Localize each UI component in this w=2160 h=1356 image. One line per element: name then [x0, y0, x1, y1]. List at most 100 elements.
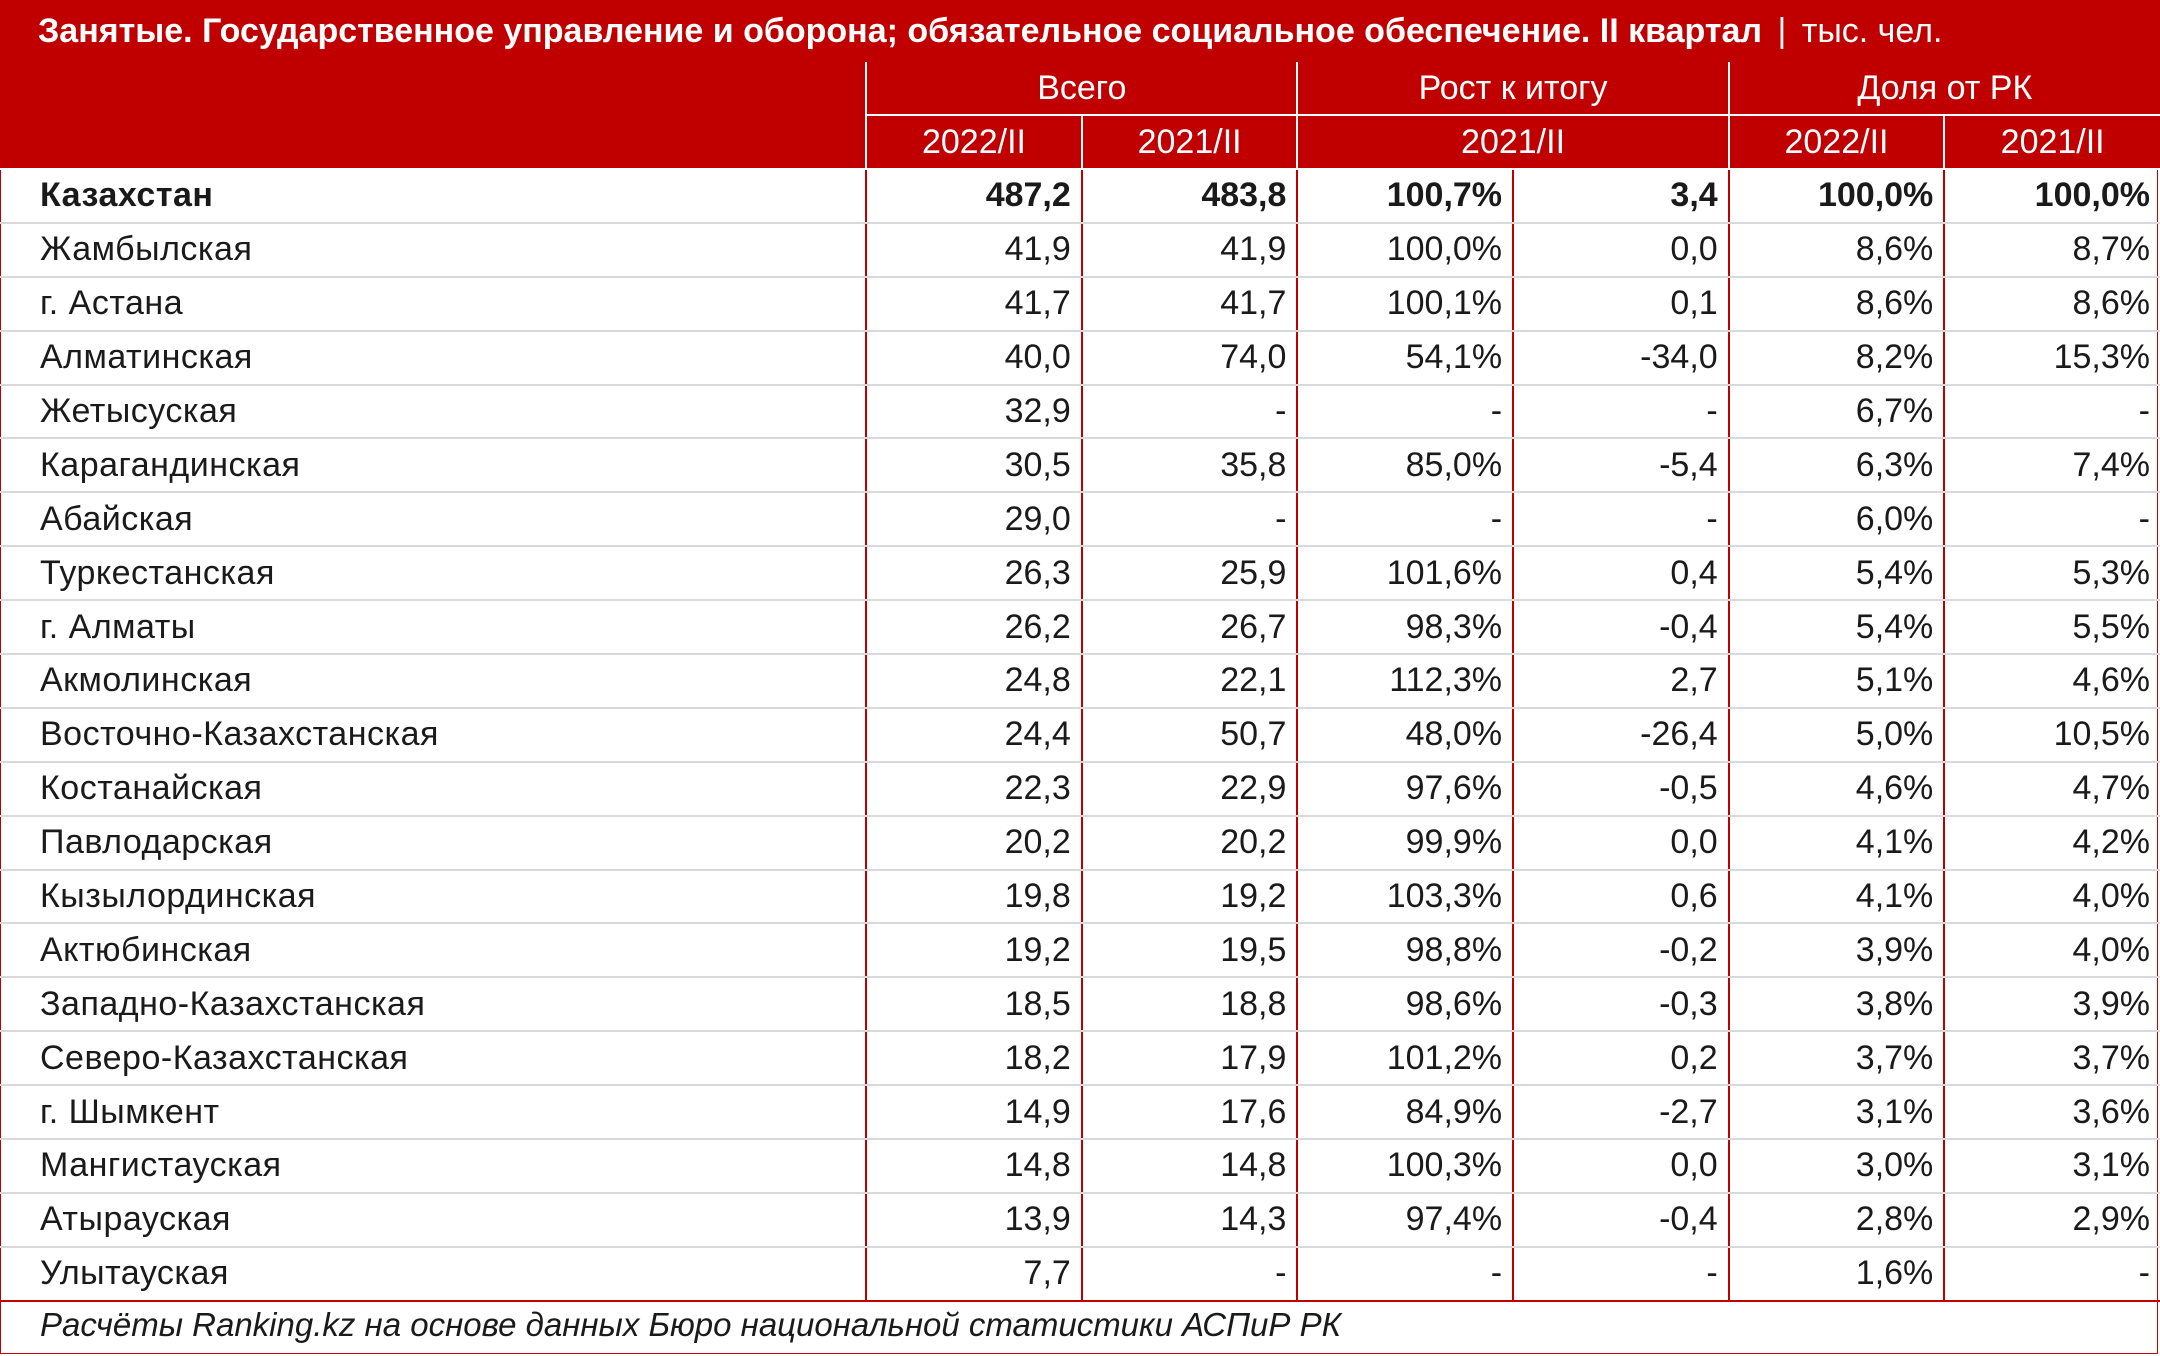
- table-header: Всего Рост к итогу Доля от РК 2022/II 20…: [0, 62, 2160, 170]
- growth-percent-cell: 54,1%: [1296, 330, 1514, 386]
- growth-absolute-cell: 0,4: [1512, 546, 1729, 602]
- total-2022-cell: 18,2: [865, 1031, 1082, 1087]
- growth-percent-cell: 100,3%: [1296, 1139, 1514, 1194]
- share-2021-cell: 8,7%: [1943, 222, 2160, 278]
- growth-absolute-cell: 0,6: [1512, 869, 1729, 925]
- share-2022-cell: 1,6%: [1727, 1246, 1945, 1302]
- growth-absolute-cell: -26,4: [1512, 707, 1729, 763]
- table-row: Костанайская 22,3 22,9 97,6% -0,5 4,6% 4,7%: [0, 761, 2160, 817]
- total-2021-cell: 50,7: [1080, 707, 1298, 763]
- share-2022-cell: 5,4%: [1727, 600, 1945, 656]
- share-2022-cell: 8,6%: [1727, 222, 1945, 278]
- share-2021-cell: 4,7%: [1943, 761, 2160, 817]
- growth-percent-cell: 112,3%: [1296, 654, 1514, 709]
- region-cell: Восточно-Казахстанская: [0, 707, 867, 763]
- total-2022-cell: 14,8: [865, 1139, 1082, 1194]
- total-2022-cell: 487,2: [865, 168, 1082, 224]
- growth-percent-cell: 100,1%: [1296, 276, 1514, 332]
- table-row: Карагандинская 30,5 35,8 85,0% -5,4 6,3% 7,4%: [0, 438, 2160, 494]
- table-row: Туркестанская 26,3 25,9 101,6% 0,4 5,4% 5,3%: [0, 546, 2160, 602]
- total-2021-cell: 14,3: [1080, 1192, 1298, 1248]
- table-row: г. Астана 41,7 41,7 100,1% 0,1 8,6% 8,6%: [0, 276, 2160, 332]
- table-row: Северо-Казахстанская 18,2 17,9 101,2% 0,2 3,7…: [0, 1031, 2160, 1087]
- share-2021-cell: 3,7%: [1943, 1031, 2160, 1087]
- header-row-periods: 2022/II 2021/II 2021/II 2022/II 2021/II: [0, 115, 2160, 170]
- share-2021-cell: 4,2%: [1943, 815, 2160, 871]
- table-row: Мангистауская 14,8 14,8 100,3% 0,0 3,0% 3,1%: [0, 1139, 2160, 1194]
- total-2021-cell: 35,8: [1080, 438, 1298, 494]
- share-2021-cell: -: [1943, 384, 2160, 440]
- share-2022-cell: 3,1%: [1727, 1085, 1945, 1141]
- growth-absolute-cell: 0,2: [1512, 1031, 1729, 1087]
- share-2021-cell: 5,3%: [1943, 546, 2160, 602]
- growth-absolute-cell: -: [1512, 492, 1729, 548]
- growth-absolute-cell: 0,0: [1512, 222, 1729, 278]
- total-2021-cell: 17,9: [1080, 1031, 1298, 1087]
- table-row: Акмолинская 24,8 22,1 112,3% 2,7 5,1% 4,6%: [0, 654, 2160, 709]
- table-row: Актюбинская 19,2 19,5 98,8% -0,2 3,9% 4,0%: [0, 923, 2160, 979]
- data-table: Всего Рост к итогу Доля от РК 2022/II 20…: [0, 62, 2160, 1302]
- table-row: Кызылординская 19,8 19,2 103,3% 0,6 4,1% 4,0%: [0, 869, 2160, 925]
- growth-absolute-cell: 0,1: [1512, 276, 1729, 332]
- growth-absolute-cell: -: [1512, 384, 1729, 440]
- share-2021-cell: 4,0%: [1943, 869, 2160, 925]
- total-2022-cell: 24,8: [865, 654, 1082, 709]
- table-unit: тыс. чел.: [1801, 12, 1943, 50]
- total-2021-cell: -: [1080, 384, 1298, 440]
- growth-absolute-cell: -0,4: [1512, 600, 1729, 656]
- share-2021-cell: 100,0%: [1943, 168, 2160, 224]
- growth-percent-cell: 48,0%: [1296, 707, 1514, 763]
- growth-percent-cell: -: [1296, 384, 1514, 440]
- table-row: Атырауская 13,9 14,3 97,4% -0,4 2,8% 2,9%: [0, 1192, 2160, 1248]
- total-2021-cell: 19,2: [1080, 869, 1298, 925]
- growth-percent-cell: 100,7%: [1296, 168, 1514, 224]
- table-title-bar: Занятые. Государственное управление и об…: [0, 0, 2160, 62]
- growth-absolute-cell: 0,0: [1512, 815, 1729, 871]
- table-row-total: Казахстан 487,2 483,8 100,7% 3,4 100,0% 100,0%: [0, 168, 2160, 224]
- header-share-2021: 2021/II: [1943, 115, 2160, 170]
- growth-percent-cell: -: [1296, 1246, 1514, 1302]
- growth-absolute-cell: 0,0: [1512, 1139, 1729, 1194]
- region-cell: Туркестанская: [0, 546, 867, 602]
- total-2022-cell: 14,9: [865, 1085, 1082, 1141]
- growth-absolute-cell: -: [1512, 1246, 1729, 1302]
- region-cell: Казахстан: [0, 168, 867, 224]
- share-2021-cell: 3,9%: [1943, 977, 2160, 1033]
- total-2022-cell: 26,2: [865, 600, 1082, 656]
- header-group-total: Всего: [865, 62, 1298, 116]
- growth-absolute-cell: 3,4: [1512, 168, 1729, 224]
- total-2021-cell: 41,7: [1080, 276, 1298, 332]
- growth-percent-cell: 98,8%: [1296, 923, 1514, 979]
- share-2021-cell: 3,1%: [1943, 1139, 2160, 1194]
- share-2022-cell: 3,0%: [1727, 1139, 1945, 1194]
- table-row: Алматинская 40,0 74,0 54,1% -34,0 8,2% 15,3%: [0, 330, 2160, 386]
- header-group-growth: Рост к итогу: [1296, 62, 1729, 116]
- growth-percent-cell: 100,0%: [1296, 222, 1514, 278]
- total-2022-cell: 26,3: [865, 546, 1082, 602]
- share-2021-cell: 2,9%: [1943, 1192, 2160, 1248]
- header-total-2021: 2021/II: [1080, 115, 1298, 170]
- total-2021-cell: 22,1: [1080, 654, 1298, 709]
- region-cell: Павлодарская: [0, 815, 867, 871]
- region-cell: Алматинская: [0, 330, 867, 386]
- total-2021-cell: 20,2: [1080, 815, 1298, 871]
- total-2021-cell: 483,8: [1080, 168, 1298, 224]
- share-2022-cell: 100,0%: [1727, 168, 1945, 224]
- share-2021-cell: -: [1943, 492, 2160, 548]
- total-2021-cell: 26,7: [1080, 600, 1298, 656]
- total-2021-cell: -: [1080, 492, 1298, 548]
- growth-absolute-cell: -5,4: [1512, 438, 1729, 494]
- growth-percent-cell: 101,2%: [1296, 1031, 1514, 1087]
- total-2022-cell: 40,0: [865, 330, 1082, 386]
- header-total-2022: 2022/II: [865, 115, 1082, 170]
- header-group-share: Доля от РК: [1727, 62, 2160, 116]
- share-2022-cell: 3,8%: [1727, 977, 1945, 1033]
- growth-absolute-cell: -2,7: [1512, 1085, 1729, 1141]
- region-cell: Абайская: [0, 492, 867, 548]
- growth-percent-cell: 84,9%: [1296, 1085, 1514, 1141]
- title-separator: |: [1777, 12, 1787, 50]
- total-2022-cell: 20,2: [865, 815, 1082, 871]
- table-row: Восточно-Казахстанская 24,4 50,7 48,0% -26,4…: [0, 707, 2160, 763]
- total-2021-cell: 41,9: [1080, 222, 1298, 278]
- total-2022-cell: 18,5: [865, 977, 1082, 1033]
